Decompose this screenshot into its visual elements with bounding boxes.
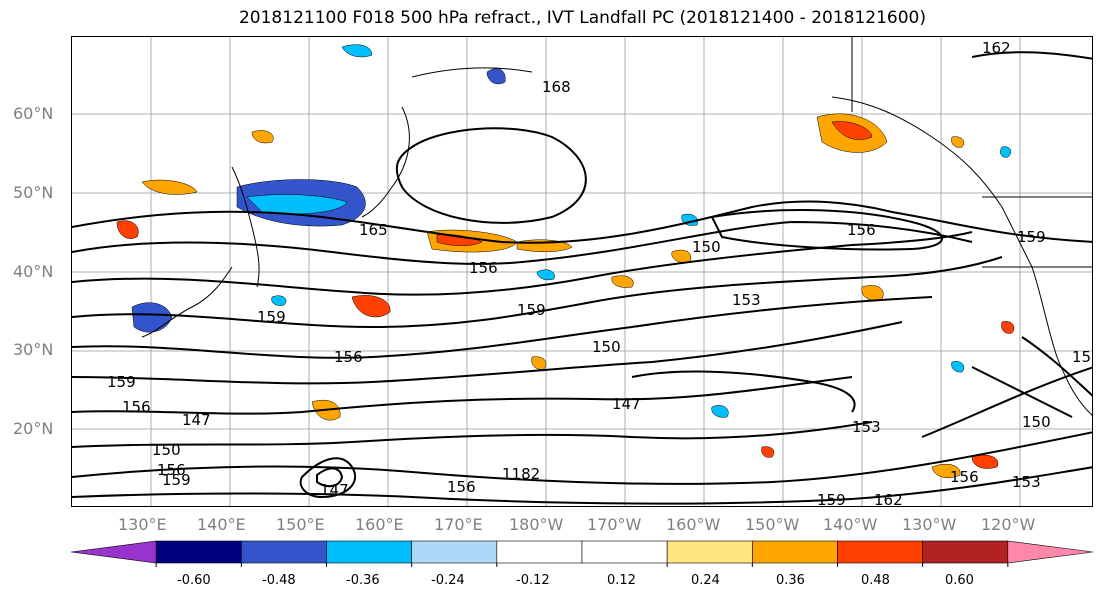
- colorbar-segment: [837, 540, 923, 564]
- contour-label: 156: [122, 398, 151, 416]
- contour-label: 159: [107, 373, 136, 391]
- colorbar-segment: [496, 540, 583, 564]
- colorbar-tick-label: 0.60: [945, 573, 974, 588]
- contour-label: 147: [182, 411, 211, 429]
- lon-label-160e: 160°E: [355, 515, 404, 534]
- lon-label-140w: 140°W: [823, 515, 878, 534]
- lon-label-130e: 130°E: [118, 515, 167, 534]
- contour-label: 165: [359, 221, 388, 239]
- graticule: [72, 37, 1092, 506]
- colorbar-ticks: [155, 563, 1009, 567]
- colorbar-segment: [1007, 540, 1094, 564]
- contour-label: 150: [592, 338, 621, 356]
- colorbar-tick-label: -0.36: [346, 573, 380, 588]
- height-contours: [72, 51, 1092, 505]
- lon-label-120w: 120°W: [981, 515, 1036, 534]
- contour-label: 168: [542, 78, 571, 96]
- contour-label: 150: [152, 441, 181, 459]
- coastlines: [141, 37, 1092, 416]
- colorbar-segment: [752, 540, 838, 564]
- contour-label: 162: [982, 39, 1011, 57]
- colorbar-segments: [70, 540, 1094, 564]
- contour-label: 159: [257, 308, 286, 326]
- lat-label-30n: 30°N: [13, 340, 54, 359]
- contour-label-group: 168 165 162 159 156 159 156 153 159 150 …: [107, 39, 1093, 507]
- contour-label: 153: [1072, 348, 1093, 366]
- contour-label: 1182: [502, 465, 540, 483]
- colorbar-segment: [241, 540, 327, 564]
- colorbar-tick-label: -0.24: [431, 573, 465, 588]
- lat-label-20n: 20°N: [13, 419, 54, 438]
- lon-label-150w: 150°W: [745, 515, 800, 534]
- lon-label-160w: 160°W: [666, 515, 721, 534]
- colorbar-tick-label: -0.48: [262, 573, 296, 588]
- lon-label-140e: 140°E: [197, 515, 246, 534]
- contour-label: 153: [732, 291, 761, 309]
- lat-label-50n: 50°N: [13, 183, 54, 202]
- contour-label: 147: [612, 395, 641, 413]
- lat-label-60n: 60°N: [13, 104, 54, 123]
- contour-label: 156: [950, 468, 979, 486]
- map-panel: 168 165 162 159 156 159 156 153 159 150 …: [71, 36, 1093, 507]
- contour-label: 156: [447, 478, 476, 496]
- colorbar-segment: [155, 540, 242, 564]
- contour-label: 156: [847, 221, 876, 239]
- contour-label: 150: [692, 238, 721, 256]
- contour-label: 159: [1017, 228, 1046, 246]
- contour-label: 147: [320, 481, 349, 499]
- contour-label: 153: [852, 418, 881, 436]
- lon-label-180w: 180°W: [509, 515, 564, 534]
- colorbar-segment: [70, 540, 157, 564]
- contour-label: 156: [157, 461, 186, 479]
- shading-negative: [131, 44, 1012, 418]
- lon-label-150e: 150°E: [276, 515, 325, 534]
- lon-label-130w: 130°W: [902, 515, 957, 534]
- contour-label: 156: [334, 348, 363, 366]
- contour-label: 159: [517, 301, 546, 319]
- colorbar-segment: [326, 540, 412, 564]
- map-title: 2018121100 F018 500 hPa refract., IVT La…: [238, 8, 926, 28]
- contour-label: 153: [1012, 473, 1041, 491]
- colorbar: [70, 540, 1094, 567]
- colorbar-tick-label: 0.36: [776, 573, 805, 588]
- colorbar-segment: [666, 540, 753, 564]
- contour-label: 156: [469, 259, 498, 277]
- colorbar-tick-label: 0.48: [861, 573, 890, 588]
- contour-label: 159: [817, 491, 846, 507]
- colorbar-tick-label: -0.12: [516, 573, 550, 588]
- contour-label: 150: [1022, 413, 1051, 431]
- colorbar-tick-label: 0.12: [607, 573, 636, 588]
- colorbar-segment: [411, 540, 498, 564]
- lat-label-40n: 40°N: [13, 262, 54, 281]
- contour-label: 162: [874, 491, 903, 507]
- lon-label-170e: 170°E: [434, 515, 483, 534]
- contour-label: 159: [162, 471, 191, 489]
- map-canvas: 168 165 162 159 156 159 156 153 159 150 …: [72, 37, 1093, 507]
- colorbar-tick-label: 0.24: [691, 573, 720, 588]
- lon-label-170w: 170°W: [587, 515, 642, 534]
- colorbar-segment: [922, 540, 1009, 564]
- colorbar-tick-label: -0.60: [177, 573, 211, 588]
- colorbar-segment: [581, 540, 668, 564]
